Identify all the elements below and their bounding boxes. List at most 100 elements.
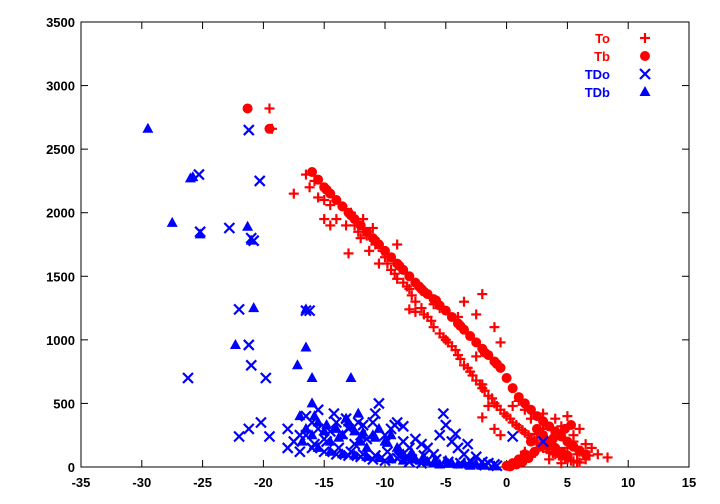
data-point	[397, 420, 410, 433]
data-point	[324, 435, 336, 446]
data-point	[243, 124, 255, 136]
data-point	[229, 338, 241, 349]
data-point	[507, 400, 518, 411]
data-point	[345, 420, 357, 431]
x-tick-label: -30	[132, 475, 151, 490]
y-tick-label: 3500	[46, 15, 75, 30]
data-point	[566, 420, 577, 431]
data-point	[264, 123, 275, 134]
data-point	[532, 423, 542, 434]
y-tick-label: 0	[68, 460, 75, 475]
data-point	[243, 339, 255, 351]
data-point	[263, 430, 276, 443]
series-tdo	[182, 124, 549, 472]
data-point	[404, 271, 415, 282]
data-point	[352, 416, 365, 429]
series-tb	[242, 103, 591, 472]
data-point	[318, 425, 330, 436]
data-point	[373, 397, 385, 410]
data-point	[328, 407, 340, 420]
y-tick-label: 2500	[46, 142, 75, 157]
data-point	[386, 252, 397, 263]
data-point	[465, 331, 476, 342]
data-point	[506, 430, 519, 443]
data-point	[349, 425, 361, 436]
data-point	[477, 289, 488, 300]
data-point	[336, 448, 348, 459]
data-point	[483, 400, 494, 411]
data-point	[233, 303, 245, 316]
data-point	[313, 192, 324, 203]
data-point	[306, 372, 318, 382]
legend-marker	[639, 68, 651, 80]
data-point	[406, 447, 418, 458]
x-tick-label: 0	[503, 475, 510, 490]
data-point	[331, 214, 342, 225]
data-point	[430, 455, 442, 466]
data-point	[479, 385, 490, 396]
data-point	[392, 239, 403, 250]
data-point	[291, 359, 303, 370]
data-point	[352, 407, 364, 418]
data-point	[431, 295, 442, 306]
data-point	[355, 220, 366, 231]
data-point	[313, 174, 324, 185]
data-point	[410, 306, 421, 317]
data-point	[592, 449, 603, 460]
data-point	[477, 412, 488, 423]
data-point	[324, 445, 336, 456]
data-point	[367, 416, 379, 429]
data-point	[248, 302, 260, 313]
data-point	[562, 450, 573, 461]
x-tick-label: -25	[193, 475, 212, 490]
data-point	[300, 422, 312, 433]
data-point	[507, 383, 518, 394]
data-point	[449, 428, 462, 440]
data-point	[487, 393, 498, 404]
data-point	[440, 419, 452, 431]
data-point	[308, 410, 320, 421]
data-point	[194, 228, 206, 239]
data-point	[392, 273, 403, 284]
data-point	[361, 450, 373, 461]
data-point	[182, 372, 194, 384]
data-point	[394, 261, 405, 272]
data-point	[321, 184, 332, 195]
data-point	[349, 449, 361, 460]
legend-label: Tb	[594, 49, 610, 64]
series-tdb	[142, 122, 500, 471]
data-point	[364, 245, 375, 256]
legend-label: TDo	[585, 67, 610, 82]
data-point	[389, 268, 400, 279]
data-point	[294, 410, 306, 421]
data-point	[333, 431, 345, 442]
data-point	[586, 442, 597, 453]
data-point	[440, 305, 451, 316]
data-point	[370, 235, 381, 246]
data-point	[404, 284, 415, 294]
x-tick-label: -15	[315, 475, 334, 490]
y-tick-label: 3000	[46, 79, 75, 94]
data-point	[562, 411, 573, 422]
data-point	[523, 453, 534, 464]
data-point	[337, 201, 348, 212]
data-point	[574, 457, 585, 468]
data-point	[519, 398, 530, 409]
data-point	[495, 337, 506, 348]
data-point	[461, 438, 474, 450]
data-point	[415, 438, 428, 450]
data-point	[471, 337, 482, 348]
data-point	[245, 234, 257, 245]
data-point	[442, 457, 454, 468]
data-point	[404, 304, 415, 315]
data-point	[288, 188, 299, 199]
data-point	[242, 103, 253, 114]
data-point	[428, 322, 439, 333]
data-point	[426, 315, 437, 326]
data-point	[489, 322, 500, 333]
data-point	[331, 195, 342, 205]
data-point	[450, 345, 461, 356]
data-point	[357, 426, 369, 437]
data-point	[245, 359, 258, 372]
data-point	[343, 248, 354, 259]
